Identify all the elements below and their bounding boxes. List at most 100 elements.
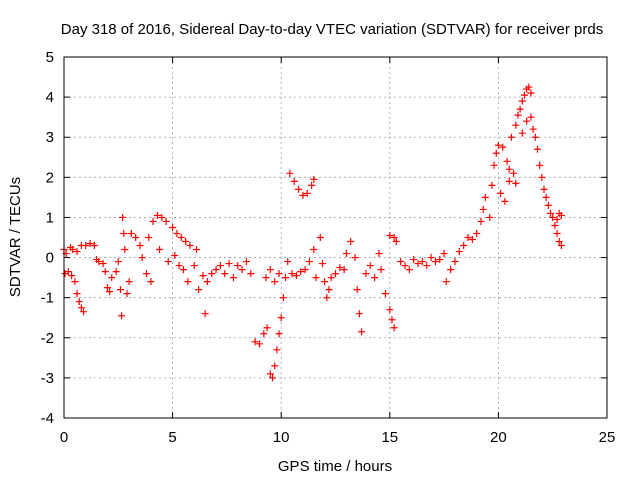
- data-point-marker: [116, 286, 124, 294]
- data-point-marker: [310, 175, 318, 183]
- data-point-marker: [64, 268, 72, 276]
- y-tick-label: -1: [41, 290, 54, 307]
- data-point-marker: [190, 262, 198, 270]
- data-point-marker: [494, 141, 502, 149]
- data-point-marker: [251, 338, 259, 346]
- data-point-marker: [397, 258, 405, 266]
- data-point-marker: [179, 266, 187, 274]
- data-point-marker: [464, 234, 472, 241]
- data-point-marker: [512, 179, 520, 187]
- data-point-marker: [377, 266, 385, 274]
- data-point-marker: [362, 270, 370, 278]
- data-point-marker: [106, 288, 114, 296]
- data-point-marker: [212, 266, 220, 274]
- data-point-marker: [101, 268, 109, 276]
- y-tick-label: 2: [46, 169, 54, 186]
- data-point-marker: [171, 252, 179, 260]
- data-point-marker: [323, 294, 331, 302]
- data-point-marker: [123, 290, 131, 298]
- data-point-marker: [201, 310, 209, 318]
- data-point-marker: [114, 258, 122, 266]
- data-point-marker: [225, 260, 233, 268]
- data-point-marker: [481, 193, 489, 201]
- data-point-marker: [238, 266, 246, 274]
- data-point-marker: [125, 278, 133, 286]
- data-point-marker: [442, 278, 450, 286]
- data-point-marker: [505, 165, 513, 173]
- data-point-marker: [186, 242, 194, 250]
- data-point-marker: [68, 272, 76, 280]
- data-point-marker: [390, 234, 398, 241]
- data-point-marker: [199, 272, 207, 280]
- y-tick-label: 1: [46, 209, 54, 226]
- data-point-marker: [557, 242, 565, 250]
- data-point-marker: [518, 129, 526, 137]
- data-point-marker: [271, 278, 279, 286]
- data-point-marker: [158, 213, 166, 221]
- data-point-marker: [390, 324, 398, 332]
- data-point-marker: [164, 258, 172, 266]
- data-point-marker: [332, 270, 339, 278]
- data-point-marker: [169, 223, 177, 231]
- data-point-marker: [512, 121, 520, 129]
- data-point-marker: [492, 149, 500, 157]
- data-point-marker: [103, 284, 111, 292]
- data-point-marker: [544, 201, 552, 209]
- data-point-marker: [273, 346, 281, 354]
- data-point-marker: [303, 189, 311, 197]
- data-point-marker: [488, 181, 496, 189]
- y-axis-tick-labels: -4 -3 -2 -1 0 1 2 3 4 5: [41, 49, 54, 427]
- data-point-marker: [162, 217, 170, 225]
- data-point-marker: [127, 229, 135, 237]
- data-point-marker: [292, 272, 300, 280]
- data-point-marker: [301, 266, 309, 274]
- data-point-marker: [555, 238, 563, 246]
- data-point-marker: [342, 250, 350, 258]
- data-point-marker: [90, 242, 98, 250]
- data-points: [60, 83, 565, 382]
- data-point-marker: [277, 314, 285, 322]
- data-point-marker: [73, 248, 81, 256]
- data-point-marker: [269, 374, 277, 382]
- x-tick-label: 0: [60, 429, 68, 446]
- data-point-marker: [479, 205, 487, 213]
- y-tick-label: 5: [46, 49, 54, 66]
- x-tick-label: 10: [273, 429, 290, 446]
- data-point-marker: [86, 240, 94, 248]
- data-point-marker: [318, 260, 326, 268]
- data-point-marker: [447, 266, 455, 274]
- data-point-marker: [275, 270, 283, 278]
- data-point-marker: [284, 258, 292, 266]
- data-point-marker: [531, 133, 539, 141]
- data-point-marker: [507, 133, 515, 141]
- data-point-marker: [473, 229, 481, 237]
- data-point-marker: [388, 316, 396, 324]
- data-point-marker: [423, 262, 431, 270]
- data-point-marker: [553, 229, 561, 237]
- data-point-marker: [347, 238, 355, 246]
- data-point-marker: [153, 211, 161, 219]
- y-tick-label: -3: [41, 370, 54, 387]
- data-point-marker: [340, 266, 348, 274]
- data-point-marker: [518, 97, 526, 105]
- data-point-marker: [555, 209, 563, 217]
- data-point-marker: [288, 270, 296, 278]
- data-point-marker: [263, 324, 271, 332]
- data-point-marker: [143, 270, 151, 278]
- x-tick-label: 20: [490, 429, 507, 446]
- data-point-marker: [386, 306, 394, 314]
- axis-ticks: [63, 56, 608, 419]
- data-point-marker: [182, 238, 190, 246]
- data-point-marker: [299, 191, 307, 199]
- grid-lines: [64, 57, 607, 418]
- data-point-marker: [366, 262, 374, 270]
- data-point-marker: [355, 310, 363, 318]
- y-tick-label: 4: [46, 89, 54, 106]
- y-tick-label: 3: [46, 129, 54, 146]
- data-point-marker: [538, 173, 546, 181]
- data-point-marker: [308, 181, 316, 189]
- data-point-marker: [381, 290, 389, 298]
- data-point-marker: [460, 242, 468, 250]
- data-point-marker: [336, 264, 344, 272]
- data-point-marker: [290, 177, 298, 185]
